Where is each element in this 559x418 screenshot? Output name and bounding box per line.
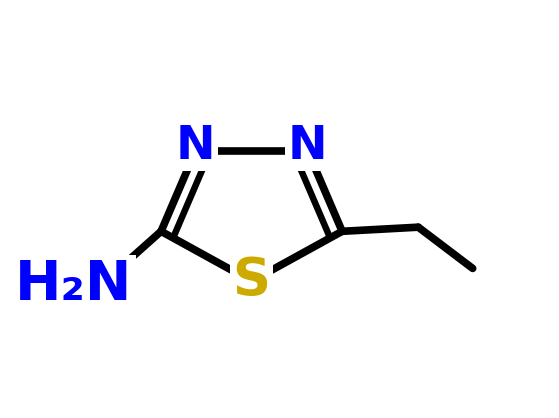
Text: H₂N: H₂N: [15, 258, 132, 312]
Text: N: N: [288, 124, 328, 169]
Text: N: N: [176, 124, 215, 169]
Text: S: S: [233, 255, 271, 307]
